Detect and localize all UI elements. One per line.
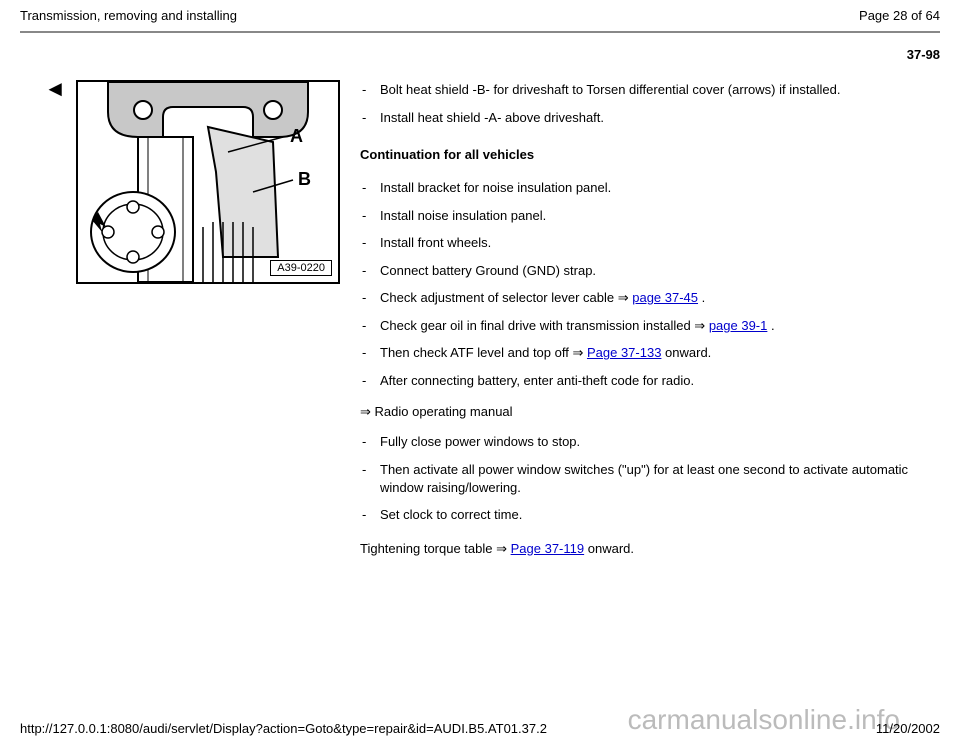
dash-icon: - — [360, 372, 380, 390]
list-item: - Install front wheels. — [360, 229, 940, 257]
list-item: - Check gear oil in final drive with tra… — [360, 312, 940, 340]
instruction-block-3: - Fully close power windows to stop. - T… — [360, 428, 940, 528]
page-indicator: Page 28 of 64 — [859, 8, 940, 23]
list-item: - Then activate all power window switche… — [360, 456, 940, 501]
text-post: onward. — [584, 541, 634, 556]
footer-url: http://127.0.0.1:8080/audi/servlet/Displ… — [20, 721, 547, 736]
text-post: onward. — [661, 345, 711, 360]
list-item: - Bolt heat shield -B- for driveshaft to… — [360, 76, 940, 104]
page-link[interactable]: Page 37-119 — [511, 541, 585, 556]
item-text: Set clock to correct time. — [380, 506, 940, 524]
list-item: - Connect battery Ground (GND) strap. — [360, 257, 940, 285]
text-pre: Check gear oil in final drive with trans… — [380, 318, 709, 333]
dash-icon: - — [360, 506, 380, 524]
dash-icon: - — [360, 179, 380, 197]
page-link[interactable]: page 37-45 — [632, 290, 698, 305]
figure-code: A39-0220 — [270, 260, 332, 276]
svg-text:B: B — [298, 169, 311, 189]
dash-icon: - — [360, 433, 380, 451]
item-text: Install bracket for noise insulation pan… — [380, 179, 940, 197]
text-pre: Check adjustment of selector lever cable… — [380, 290, 632, 305]
torque-line: Tightening torque table ⇒ Page 37-119 on… — [360, 529, 940, 569]
item-text: Then activate all power window switches … — [380, 461, 940, 496]
header-title: Transmission, removing and installing — [20, 8, 237, 23]
list-item: - Then check ATF level and top off ⇒ Pag… — [360, 339, 940, 367]
list-item: - Install bracket for noise insulation p… — [360, 174, 940, 202]
dash-icon: - — [360, 262, 380, 280]
instruction-block-2: - Install bracket for noise insulation p… — [360, 174, 940, 394]
list-item: - Check adjustment of selector lever cab… — [360, 284, 940, 312]
text-pre: Tightening torque table ⇒ — [360, 541, 511, 556]
item-text: Connect battery Ground (GND) strap. — [380, 262, 940, 280]
item-text: Install noise insulation panel. — [380, 207, 940, 225]
dash-icon: - — [360, 461, 380, 479]
dash-icon: - — [360, 344, 380, 362]
page-reference: 37-98 — [0, 33, 960, 72]
item-text: Install heat shield -A- above driveshaft… — [380, 109, 940, 127]
svg-text:A: A — [290, 126, 303, 146]
text-post: . — [698, 290, 705, 305]
item-text: Check adjustment of selector lever cable… — [380, 289, 940, 307]
list-item: - Fully close power windows to stop. — [360, 428, 940, 456]
text-pre: Then check ATF level and top off ⇒ — [380, 345, 587, 360]
list-item: - Set clock to correct time. — [360, 501, 940, 529]
dash-icon: - — [360, 109, 380, 127]
item-text: Install front wheels. — [380, 234, 940, 252]
dash-icon: - — [360, 234, 380, 252]
pointer-left-icon: ◄ — [44, 78, 66, 569]
technical-figure: A B A39-0220 — [76, 80, 340, 284]
dash-icon: - — [360, 81, 380, 99]
text-post: . — [767, 318, 774, 333]
list-item: - Install noise insulation panel. — [360, 202, 940, 230]
figure-container: ◄ — [44, 78, 340, 569]
instruction-block-1: - Bolt heat shield -B- for driveshaft to… — [360, 76, 940, 131]
item-text: After connecting battery, enter anti-the… — [380, 372, 940, 390]
item-text: Bolt heat shield -B- for driveshaft to T… — [380, 81, 940, 99]
item-text: Check gear oil in final drive with trans… — [380, 317, 940, 335]
list-item: - After connecting battery, enter anti-t… — [360, 367, 940, 395]
page-link[interactable]: Page 37-133 — [587, 345, 661, 360]
dash-icon: - — [360, 207, 380, 225]
reference-line: ⇒ Radio operating manual — [360, 394, 940, 428]
dash-icon: - — [360, 317, 380, 335]
list-item: - Install heat shield -A- above drivesha… — [360, 104, 940, 132]
page-link[interactable]: page 39-1 — [709, 318, 768, 333]
item-text: Then check ATF level and top off ⇒ Page … — [380, 344, 940, 362]
item-text: Fully close power windows to stop. — [380, 433, 940, 451]
footer-date: 11/20/2002 — [876, 721, 940, 736]
subheading-continuation: Continuation for all vehicles — [360, 131, 940, 174]
dash-icon: - — [360, 289, 380, 307]
